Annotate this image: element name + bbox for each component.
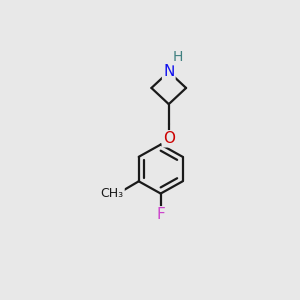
Text: H: H (172, 50, 183, 64)
Text: N: N (163, 64, 175, 79)
Text: F: F (156, 207, 165, 222)
Text: O: O (163, 131, 175, 146)
Text: CH₃: CH₃ (100, 187, 124, 200)
